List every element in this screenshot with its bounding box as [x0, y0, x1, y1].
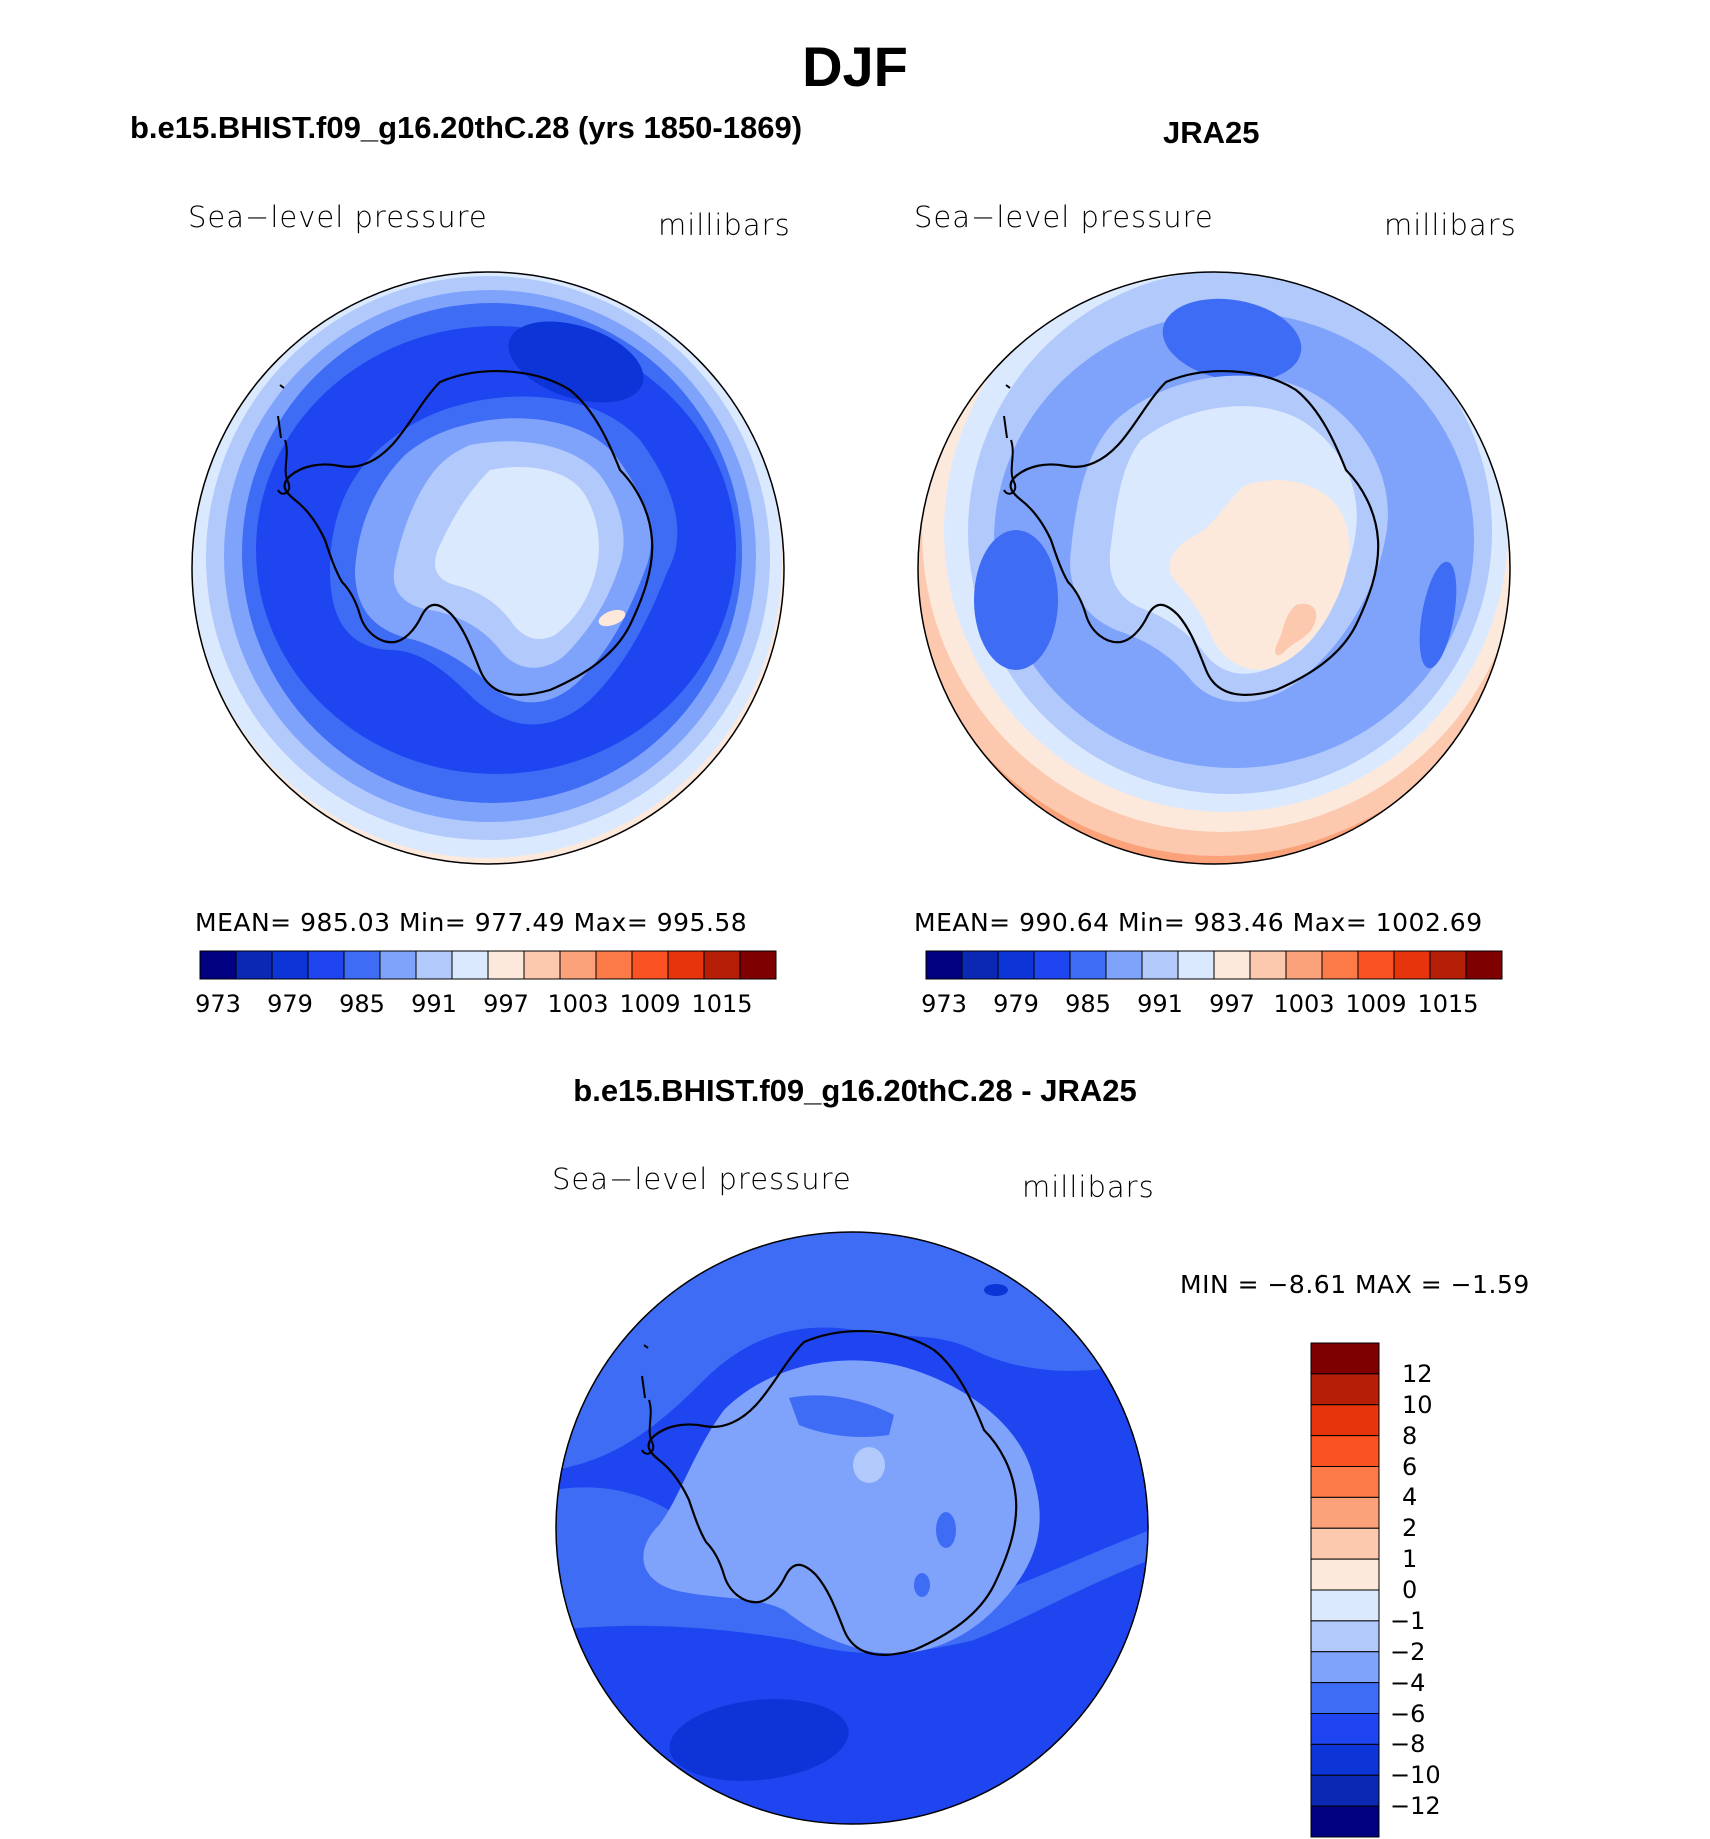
panel3-colorbar-label: 6 [1402, 1452, 1418, 1481]
panel1-colorbar-box [271, 950, 309, 980]
panel2-colorbar-box [1465, 950, 1503, 980]
panel2-colorbar-label: 997 [1209, 990, 1255, 1018]
panel3-colorbar-label: −4 [1390, 1668, 1426, 1697]
panel2-case-title: JRA25 [1163, 115, 1260, 150]
panel1-colorbar-box [451, 950, 489, 980]
panel3-colorbar-box [1310, 1527, 1380, 1560]
panel2-map [917, 271, 1511, 865]
panel3-colorbar-label: −12 [1390, 1792, 1441, 1821]
panel2-colorbar-box [961, 950, 999, 980]
panel3-colorbar-label: −2 [1390, 1637, 1426, 1666]
panel2-colorbar-label: 973 [921, 990, 967, 1018]
panel1-colorbar-box [595, 950, 633, 980]
panel1-colorbar-label: 985 [339, 990, 385, 1018]
panel1-stats: MEAN= 985.03 Min= 977.49 Max= 995.58 [195, 908, 748, 937]
panel1-colorbar-box [379, 950, 417, 980]
panel3-colorbar-label: 2 [1402, 1514, 1418, 1543]
panel2-colorbar-box [1033, 950, 1071, 980]
panel3-colorbar-box [1310, 1620, 1380, 1653]
panel1-colorbar-label: 973 [195, 990, 241, 1018]
panel1-colorbar-box [235, 950, 273, 980]
panel1-variable-label: Sea−level pressure [188, 200, 488, 234]
panel3-variable-label: Sea−level pressure [552, 1162, 852, 1196]
panel3-colorbar-label: −8 [1390, 1730, 1426, 1759]
panel1-colorbar-box [307, 950, 345, 980]
panel2-colorbar-box [1249, 950, 1287, 980]
panel3-colorbar-label: 10 [1402, 1390, 1433, 1419]
panel1-colorbar [199, 950, 777, 980]
main-title: DJF [802, 35, 908, 98]
panel1-units-label: millibars [658, 208, 791, 242]
panel3-colorbar-box [1310, 1558, 1380, 1591]
panel2-colorbar-label: 1015 [1417, 990, 1479, 1018]
panel3-colorbar-label: 1 [1402, 1545, 1418, 1574]
panel2-colorbar-box [1357, 950, 1395, 980]
panel1-colorbar-box [415, 950, 453, 980]
panel2-colorbar-box [1177, 950, 1215, 980]
panel1-colorbar-box [703, 950, 741, 980]
panel3-colorbar-box [1310, 1651, 1380, 1684]
panel2-colorbar-box [925, 950, 963, 980]
panel2-colorbar-box [1285, 950, 1323, 980]
panel3-colorbar [1310, 1342, 1380, 1838]
panel1-colorbar-box [559, 950, 597, 980]
panel3-colorbar-label: 4 [1402, 1483, 1418, 1512]
panel1-colorbar-box [739, 950, 777, 980]
panel1-colorbar-box [487, 950, 525, 980]
panel3-colorbar-box [1310, 1774, 1380, 1807]
panel2-colorbar-label: 1009 [1345, 990, 1407, 1018]
panel2-variable-label: Sea−level pressure [914, 200, 1214, 234]
panel2-colorbar-box [1429, 950, 1467, 980]
panel2-stats: MEAN= 990.64 Min= 983.46 Max= 1002.69 [914, 908, 1483, 937]
panel2-colorbar-box [1393, 950, 1431, 980]
panel2-colorbar-label: 979 [993, 990, 1039, 1018]
panel2-colorbar [925, 950, 1503, 980]
panel1-colorbar-label: 1009 [619, 990, 681, 1018]
panel3-colorbar-label: 12 [1402, 1359, 1433, 1388]
panel2-colorbar-box [997, 950, 1035, 980]
panel3-colorbar-label: −1 [1390, 1606, 1426, 1635]
panel2-colorbar-box [1105, 950, 1143, 980]
panel1-colorbar-label: 979 [267, 990, 313, 1018]
panel1-colorbar-box [631, 950, 669, 980]
panel3-colorbar-box [1310, 1342, 1380, 1375]
panel1-colorbar-label: 1003 [547, 990, 609, 1018]
panel1-colorbar-box [523, 950, 561, 980]
panel3-colorbar-label: 0 [1402, 1576, 1418, 1604]
panel2-colorbar-box [1213, 950, 1251, 980]
panel1-colorbar-box [667, 950, 705, 980]
panel3-colorbar-box [1310, 1589, 1380, 1622]
panel3-colorbar-box [1310, 1805, 1380, 1838]
panel3-colorbar-box [1310, 1373, 1380, 1406]
panel3-colorbar-box [1310, 1466, 1380, 1498]
panel3-colorbar-box [1310, 1404, 1380, 1437]
panel2-colorbar-box [1141, 950, 1179, 980]
panel2-colorbar-label: 991 [1137, 990, 1183, 1018]
panel2-colorbar-box [1069, 950, 1107, 980]
panel3-colorbar-box [1310, 1496, 1380, 1529]
panel3-colorbar-box [1310, 1713, 1380, 1745]
panel1-colorbar-box [199, 950, 237, 980]
panel2-colorbar-label: 1003 [1273, 990, 1335, 1018]
panel3-colorbar-box [1310, 1435, 1380, 1467]
panel1-case-title: b.e15.BHIST.f09_g16.20thC.28 (yrs 1850-1… [130, 110, 803, 145]
panel3-units-label: millibars [1022, 1170, 1155, 1204]
panel3-colorbar-box [1310, 1682, 1380, 1714]
panel1-colorbar-label: 997 [483, 990, 529, 1018]
panel3-case-title: b.e15.BHIST.f09_g16.20thC.28 - JRA25 [573, 1073, 1137, 1108]
panel3-colorbar-label: −6 [1390, 1699, 1426, 1728]
panel1-colorbar-label: 1015 [691, 990, 753, 1018]
panel2-colorbar-label: 985 [1065, 990, 1111, 1018]
panel3-colorbar-label: −10 [1390, 1761, 1441, 1790]
panel3-colorbar-label: 8 [1402, 1421, 1418, 1450]
panel1-map [191, 271, 785, 865]
panel2-colorbar-box [1321, 950, 1359, 980]
panel2-units-label: millibars [1384, 208, 1517, 242]
panel1-colorbar-label: 991 [411, 990, 457, 1018]
panel3-map [555, 1231, 1149, 1825]
panel1-colorbar-box [343, 950, 381, 980]
panel3-stats: MIN = −8.61 MAX = −1.59 [1180, 1270, 1530, 1299]
panel3-colorbar-box [1310, 1743, 1380, 1776]
